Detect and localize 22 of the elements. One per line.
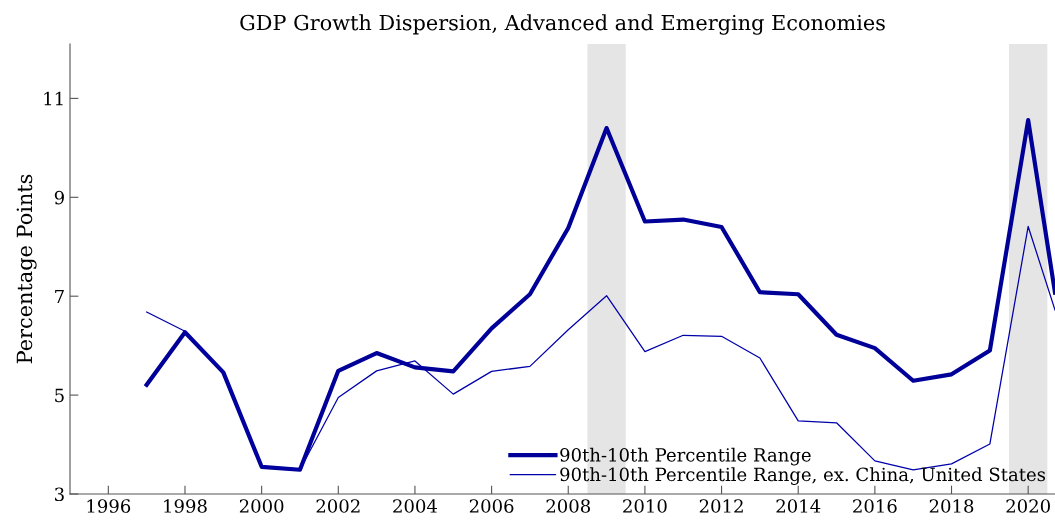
x-tick-label: 2006 <box>469 499 514 513</box>
x-tick-label: 2014 <box>776 499 821 513</box>
y-tick-label: 7 <box>55 289 64 304</box>
y-tick-label: 9 <box>54 190 64 205</box>
x-tick-label: 2000 <box>239 499 284 513</box>
x-tick-label: 2012 <box>699 499 743 513</box>
x-tick-label: 1998 <box>164 499 207 513</box>
x-tick-label: 2010 <box>623 499 667 513</box>
legend-label: 90th-10th Percentile Range, ex. China, United States <box>560 467 1046 485</box>
y-axis-title: Percentage Points <box>16 174 37 364</box>
y-tick-label: 11 <box>44 91 63 106</box>
x-tick-label: 2020 <box>1006 499 1050 513</box>
chart-title: GDP Growth Dispersion, Advanced and Emerging Economies <box>240 14 885 35</box>
legend-label: 90th-10th Percentile Range <box>560 447 811 466</box>
y-tick-label: 5 <box>55 388 64 403</box>
x-tick-label: 1996 <box>87 499 131 513</box>
x-tick-label: 2004 <box>393 499 438 513</box>
y-tick-label: 3 <box>55 487 64 502</box>
x-tick-label: 2002 <box>316 499 360 513</box>
x-tick-label: 2018 <box>929 499 974 513</box>
x-tick-label: 2016 <box>853 499 897 513</box>
x-tick-label: 2008 <box>546 499 591 513</box>
